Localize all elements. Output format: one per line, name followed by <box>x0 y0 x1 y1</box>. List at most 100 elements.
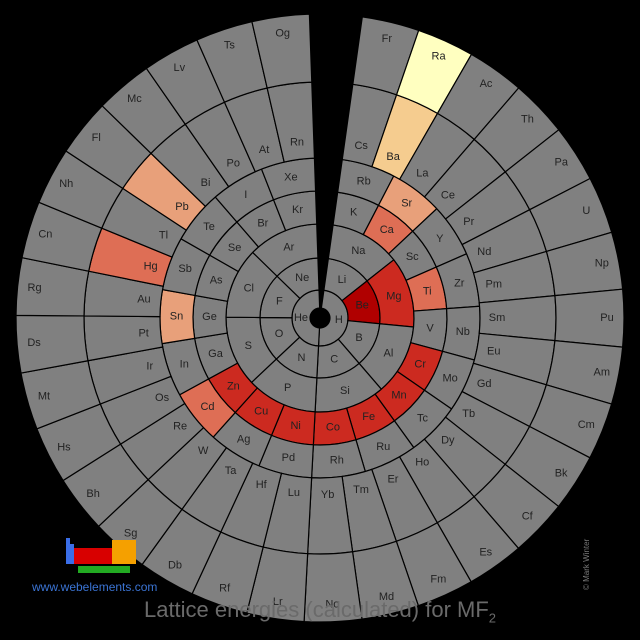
element-symbol-ca: Ca <box>380 224 395 236</box>
element-symbol-ba: Ba <box>386 151 400 163</box>
element-symbol-mo: Mo <box>442 373 457 385</box>
element-symbol-kr: Kr <box>292 204 303 216</box>
element-symbol-cm: Cm <box>578 419 595 431</box>
element-symbol-in: In <box>180 359 189 371</box>
element-symbol-cu: Cu <box>254 406 268 418</box>
element-symbol-mt: Mt <box>38 391 50 403</box>
element-symbol-mn: Mn <box>391 389 406 401</box>
element-symbol-pr: Pr <box>463 216 474 228</box>
element-symbol-la: La <box>416 168 429 180</box>
element-symbol-bi: Bi <box>201 177 211 189</box>
element-symbol-pa: Pa <box>555 157 569 169</box>
element-symbol-lu: Lu <box>288 487 300 499</box>
element-symbol-sm: Sm <box>489 312 506 324</box>
element-symbol-k: K <box>350 207 358 219</box>
element-symbol-rh: Rh <box>330 455 344 467</box>
element-symbol-ta: Ta <box>225 465 238 477</box>
element-symbol-as: As <box>210 274 223 286</box>
element-symbol-cn: Cn <box>38 229 52 241</box>
element-symbol-s: S <box>245 340 252 352</box>
element-symbol-th: Th <box>521 114 534 126</box>
chart-title-text: Lattice energies (calculated) for MF <box>143 597 489 622</box>
element-symbol-fr: Fr <box>382 33 393 45</box>
element-symbol-rb: Rb <box>357 175 371 187</box>
element-symbol-cs: Cs <box>354 140 368 152</box>
element-symbol-fl: Fl <box>92 132 101 144</box>
element-symbol-mg: Mg <box>386 290 401 302</box>
element-symbol-hg: Hg <box>144 261 158 273</box>
element-symbol-rf: Rf <box>219 583 231 595</box>
element-symbol-al: Al <box>383 347 393 359</box>
element-symbol-he: He <box>294 312 308 324</box>
element-symbol-be: Be <box>355 300 368 312</box>
credit-text: © Mark Winter <box>582 538 591 590</box>
chart-title: Lattice energies (calculated) for MF2 <box>0 597 640 625</box>
element-symbol-rn: Rn <box>290 137 304 149</box>
chart-title-subscript: 2 <box>488 610 497 626</box>
webelements-link[interactable]: www.webelements.com <box>32 580 158 594</box>
element-symbol-tb: Tb <box>462 408 475 420</box>
element-symbol-cl: Cl <box>244 283 254 295</box>
element-symbol-re: Re <box>173 420 187 432</box>
webelements-logo <box>66 538 136 573</box>
element-symbol-nb: Nb <box>456 326 470 338</box>
element-symbol-db: Db <box>168 560 182 572</box>
element-symbol-ge: Ge <box>202 311 217 323</box>
element-symbol-ru: Ru <box>376 441 390 453</box>
element-symbol-np: Np <box>595 258 609 270</box>
element-symbol-es: Es <box>479 546 492 558</box>
element-symbol-f: F <box>276 295 283 307</box>
element-symbol-tl: Tl <box>159 229 168 241</box>
element-symbol-gd: Gd <box>477 378 492 390</box>
element-symbol-o: O <box>275 328 284 340</box>
element-symbol-si: Si <box>340 385 350 397</box>
element-symbol-sn: Sn <box>170 311 183 323</box>
element-symbol-zn: Zn <box>227 381 240 393</box>
element-symbol-md: Md <box>379 591 394 603</box>
element-symbol-bk: Bk <box>555 468 568 480</box>
element-symbol-u: U <box>582 205 590 217</box>
element-symbol-mc: Mc <box>127 93 142 105</box>
element-symbol-ag: Ag <box>237 433 250 445</box>
element-symbol-nh: Nh <box>59 178 73 190</box>
element-symbol-se: Se <box>228 242 241 254</box>
element-symbol-tc: Tc <box>417 412 429 424</box>
element-symbol-ce: Ce <box>441 190 455 202</box>
element-symbol-pm: Pm <box>486 279 503 291</box>
element-symbol-ir: Ir <box>146 361 153 373</box>
element-symbol-b: B <box>355 332 362 344</box>
element-symbol-ar: Ar <box>283 242 294 254</box>
element-symbol-ts: Ts <box>224 40 236 52</box>
element-symbol-ga: Ga <box>208 348 224 360</box>
element-symbol-tm: Tm <box>353 484 369 496</box>
element-symbol-fe: Fe <box>362 411 375 423</box>
element-symbol-ne: Ne <box>295 272 309 284</box>
element-symbol-cr: Cr <box>414 359 426 371</box>
element-cell-og <box>251 13 313 89</box>
element-symbol-h: H <box>335 314 343 326</box>
element-symbol-cf: Cf <box>522 511 534 523</box>
element-symbol-at: At <box>259 144 269 156</box>
element-symbol-ra: Ra <box>432 51 447 63</box>
element-symbol-er: Er <box>387 473 398 485</box>
element-symbol-au: Au <box>137 294 150 306</box>
element-symbol-po: Po <box>227 158 240 170</box>
element-symbol-bh: Bh <box>86 488 99 500</box>
element-symbol-ac: Ac <box>480 78 493 90</box>
element-symbol-lr: Lr <box>273 596 283 608</box>
element-symbol-sb: Sb <box>178 263 191 275</box>
element-symbol-c: C <box>330 354 338 366</box>
element-symbol-rg: Rg <box>28 282 42 294</box>
element-symbol-os: Os <box>155 392 170 404</box>
element-symbol-ds: Ds <box>27 337 41 349</box>
element-symbol-n: N <box>298 352 306 364</box>
element-symbol-hs: Hs <box>57 442 71 454</box>
element-symbol-ho: Ho <box>415 456 429 468</box>
element-symbol-v: V <box>426 323 434 335</box>
element-symbol-li: Li <box>338 274 347 286</box>
element-symbol-sr: Sr <box>401 198 412 210</box>
element-symbol-lv: Lv <box>174 62 186 74</box>
element-symbol-ti: Ti <box>423 285 432 297</box>
element-symbol-pb: Pb <box>175 201 188 213</box>
